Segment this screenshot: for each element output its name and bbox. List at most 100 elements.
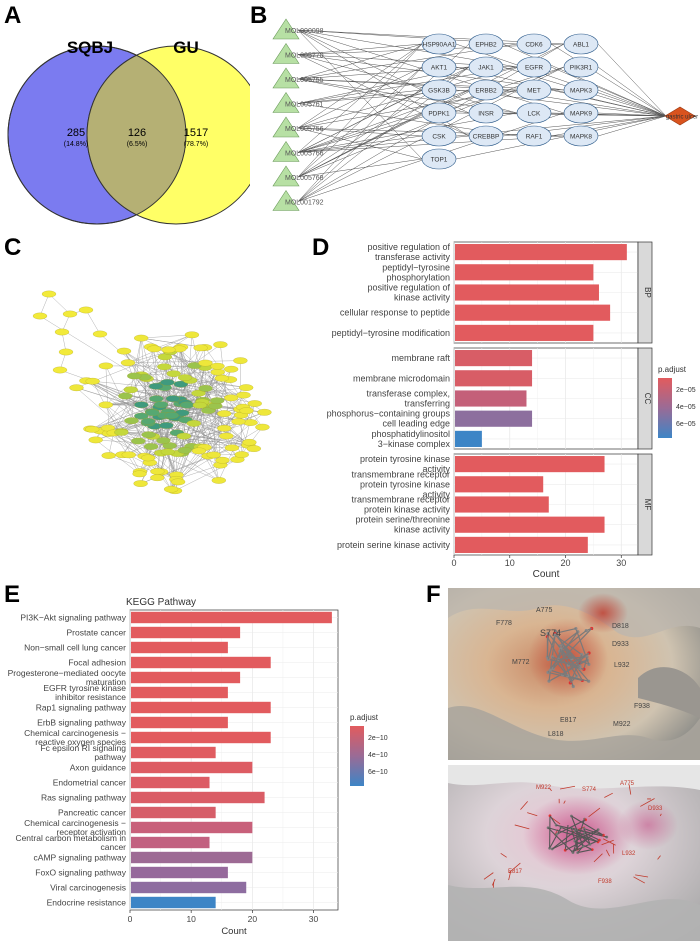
bar xyxy=(455,476,544,493)
category-label: protein serine/threonine xyxy=(355,515,450,525)
target-label: LCK xyxy=(528,111,541,118)
target-node xyxy=(516,102,552,124)
category-label: peptidyl−tyrosine xyxy=(382,262,450,272)
category-label: Fc epsilon RI signaling xyxy=(40,743,126,753)
bar xyxy=(131,626,241,639)
category-label: Viral carcinogenesis xyxy=(50,883,126,893)
category-label: membrane raft xyxy=(391,353,450,363)
category-label: Chemical carcinogenesis − xyxy=(24,728,126,738)
ppi-node xyxy=(153,401,169,408)
facet-strip xyxy=(637,347,653,450)
x-tick-label: 0 xyxy=(451,558,456,568)
venn-overlap xyxy=(86,46,186,224)
x-tick-label: 30 xyxy=(309,914,319,924)
category-label: Rap1 signaling pathway xyxy=(36,703,127,713)
ppi-node xyxy=(170,478,186,486)
target-label: JAK1 xyxy=(478,65,494,72)
compound-label: MOL005755 xyxy=(285,77,324,84)
ppi-node xyxy=(134,401,149,409)
target-node xyxy=(468,56,504,78)
compound-target-network: MOL000098 MOL005770 MOL005755 MOL005761 MOL0… xyxy=(272,18,698,211)
ppi-node xyxy=(236,391,251,399)
ppi-node xyxy=(156,437,171,444)
residue-label: M772 xyxy=(512,659,530,666)
target-label: PIK3R1 xyxy=(570,65,593,72)
residue-label: D933 xyxy=(612,641,629,648)
plot-area xyxy=(129,609,339,911)
x-tick-label: 20 xyxy=(561,558,571,568)
category-label: reactive oxygen species xyxy=(35,737,126,747)
bar xyxy=(455,410,533,427)
docking-bottom-residue-labels: A775 S774 M922 D933 L932 F938 E817 xyxy=(508,781,663,885)
venn-left-pct: (14.8%) xyxy=(64,141,89,148)
venn-left-count: 285 xyxy=(67,127,85,139)
ppi-node xyxy=(210,362,225,370)
category-label: PI3K−Akt signaling pathway xyxy=(20,613,126,623)
ppi-node xyxy=(224,394,239,402)
target-node xyxy=(421,33,457,55)
ppi-node xyxy=(98,362,113,370)
ppi-node xyxy=(165,395,181,402)
facet-strip xyxy=(637,241,653,344)
category-label: Ras signaling pathway xyxy=(41,793,127,803)
target-node xyxy=(468,125,504,147)
compound-label: MOL000098 xyxy=(285,28,324,35)
ppi-node xyxy=(211,477,226,484)
category-label: ErbB signaling pathway xyxy=(37,718,127,728)
ppi-node xyxy=(121,451,136,459)
bar xyxy=(455,456,605,473)
bar xyxy=(131,716,228,729)
bar xyxy=(131,611,332,624)
category-label: protein kinase activity xyxy=(364,505,451,515)
ppi-node xyxy=(134,334,149,342)
bar xyxy=(455,430,482,447)
bar xyxy=(455,264,594,281)
compound-node xyxy=(272,140,300,162)
ppi-node xyxy=(141,454,156,462)
docking-image-bottom: A775 S774 M922 D933 L932 F938 E817 xyxy=(448,765,700,941)
category-label: positive regulation of xyxy=(367,242,450,252)
bar xyxy=(131,701,271,714)
ppi-node xyxy=(124,417,139,425)
target-label: EGFR xyxy=(525,65,543,72)
category-label: phosphatidylinositol xyxy=(371,429,450,439)
category-label: Axon guidance xyxy=(70,763,127,773)
ppi-node xyxy=(132,470,147,478)
residue-label: L818 xyxy=(548,731,564,738)
ppi-node xyxy=(143,443,159,450)
target-node xyxy=(563,79,599,101)
category-label: Pancreatic cancer xyxy=(58,808,126,818)
ppi-node xyxy=(246,445,261,452)
residue-label: F938 xyxy=(598,879,612,885)
ppi-network xyxy=(32,290,272,495)
target-node xyxy=(563,102,599,124)
bar xyxy=(131,791,265,804)
target-node xyxy=(421,56,457,78)
category-label: pathway xyxy=(94,752,126,762)
ppi-node xyxy=(85,377,100,385)
legend-tick: 6e−10 xyxy=(368,769,388,776)
ppi-node xyxy=(160,448,175,456)
legend-tick: 2e−05 xyxy=(676,387,696,394)
target-node xyxy=(563,56,599,78)
venn-diagram: SQBJ GU 285 (14.8%) 126 (6.5%) 1517 (78.… xyxy=(7,38,250,225)
ppi-node xyxy=(193,344,208,352)
ppi-node xyxy=(123,386,138,394)
ppi-node xyxy=(161,346,176,354)
ppi-node xyxy=(134,412,149,420)
category-label: kinase activity xyxy=(394,525,451,535)
category-label: Progesterone−mediated oocyte xyxy=(8,668,127,678)
legend-tick: 2e−10 xyxy=(368,735,388,742)
ppi-node xyxy=(180,401,195,409)
category-label: Prostate cancer xyxy=(66,628,126,638)
legend-tick: 4e−05 xyxy=(676,404,696,411)
bar xyxy=(455,284,599,301)
bar xyxy=(131,881,247,894)
ppi-node xyxy=(239,407,254,415)
ppi-node xyxy=(148,382,164,390)
bar xyxy=(131,686,228,699)
bar xyxy=(131,896,216,909)
x-tick-label: 30 xyxy=(616,558,626,568)
